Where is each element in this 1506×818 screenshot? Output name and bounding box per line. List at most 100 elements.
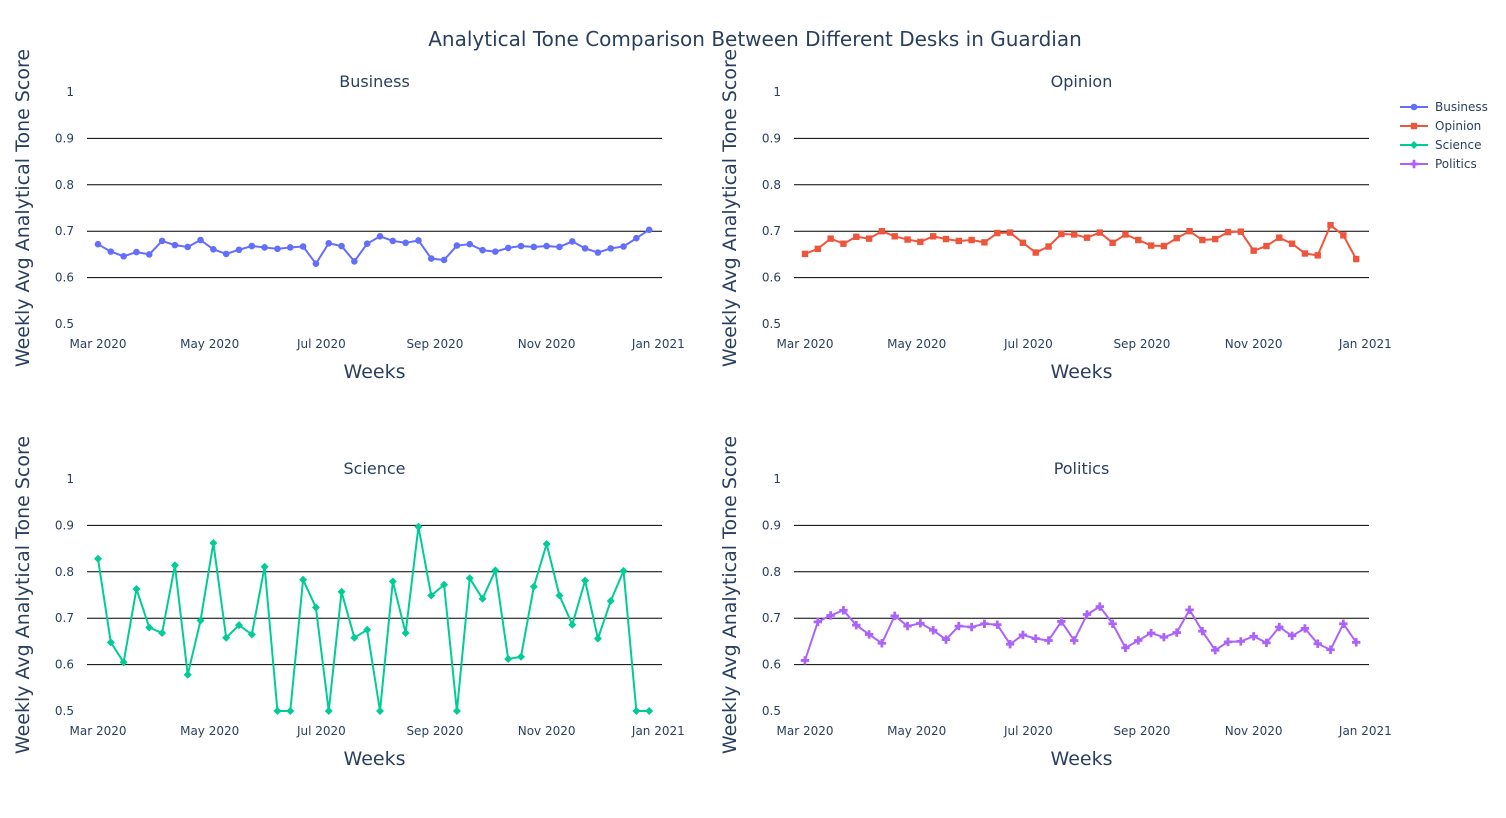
data-point-science[interactable] [568,620,577,629]
data-point-science[interactable] [619,566,628,575]
data-point-science[interactable] [183,670,192,679]
data-point-politics[interactable] [864,630,874,639]
data-point-science[interactable] [93,554,102,563]
data-point-business[interactable] [338,242,345,250]
data-point-opinion[interactable] [1276,234,1283,241]
data-point-business[interactable] [351,258,358,265]
data-point-business[interactable] [325,239,333,247]
series-line-science[interactable] [96,525,650,712]
data-point-politics[interactable] [877,639,887,648]
data-point-science[interactable] [516,652,525,661]
data-point-science[interactable] [593,634,602,643]
data-point-business[interactable] [620,243,627,250]
data-point-politics[interactable] [1287,631,1297,641]
legend-item-opinion[interactable]: Opinion [1400,119,1481,133]
data-point-opinion[interactable] [1263,242,1270,250]
data-point-science[interactable] [209,539,218,548]
data-point-business[interactable] [517,242,525,250]
data-point-politics[interactable] [928,626,938,635]
data-point-opinion[interactable] [1237,228,1245,235]
data-point-business[interactable] [107,248,115,255]
data-point-politics[interactable] [1057,617,1066,626]
data-point-business[interactable] [581,245,589,252]
data-point-opinion[interactable] [1083,234,1091,241]
data-point-opinion[interactable] [1352,255,1360,263]
data-point-opinion[interactable] [840,240,847,247]
data-point-science[interactable] [222,633,231,642]
data-point-politics[interactable] [813,617,823,627]
series-line-opinion[interactable] [804,224,1358,260]
data-point-business[interactable] [440,256,448,264]
data-point-business[interactable] [427,255,435,262]
data-point-politics[interactable] [1031,634,1040,643]
data-point-science[interactable] [401,629,410,638]
data-point-opinion[interactable] [1173,234,1180,242]
data-point-opinion[interactable] [1301,250,1309,257]
data-point-opinion[interactable] [955,237,963,245]
data-point-opinion[interactable] [1327,221,1334,229]
data-point-opinion[interactable] [1045,243,1052,250]
data-point-science[interactable] [119,658,128,667]
data-point-opinion[interactable] [981,239,988,246]
data-point-politics[interactable] [1095,602,1105,611]
data-point-science[interactable] [388,577,397,586]
data-point-business[interactable] [145,251,153,258]
data-point-politics[interactable] [1172,628,1181,637]
data-point-politics[interactable] [980,619,989,628]
data-point-science[interactable] [529,582,538,591]
legend[interactable]: Business Opinion Science Politics [1400,100,1488,171]
data-point-politics[interactable] [916,619,925,628]
data-point-politics[interactable] [1082,610,1092,619]
data-point-science[interactable] [414,522,423,531]
data-point-science[interactable] [542,539,551,548]
data-point-business[interactable] [568,238,576,245]
data-point-politics[interactable] [1005,639,1015,649]
data-point-opinion[interactable] [1032,249,1039,256]
data-point-opinion[interactable] [878,228,886,235]
data-point-business[interactable] [158,237,166,245]
data-point-business[interactable] [363,240,371,248]
data-point-business[interactable] [504,244,512,252]
data-point-opinion[interactable] [1314,252,1321,259]
data-point-opinion[interactable] [1186,228,1193,235]
data-point-science[interactable] [440,580,449,589]
data-point-science[interactable] [350,633,359,642]
data-point-business[interactable] [286,244,294,251]
data-point-science[interactable] [170,561,179,570]
data-point-politics[interactable] [1210,646,1220,655]
data-point-science[interactable] [260,562,269,571]
data-point-opinion[interactable] [891,233,898,240]
data-point-business[interactable] [633,234,640,242]
data-point-science[interactable] [581,576,590,585]
data-point-business[interactable] [197,236,204,244]
data-point-business[interactable] [261,244,268,251]
data-point-politics[interactable] [967,622,976,632]
data-point-business[interactable] [466,240,474,248]
data-point-science[interactable] [606,597,615,606]
data-point-business[interactable] [607,245,615,252]
data-point-politics[interactable] [1313,639,1322,648]
legend-item-science[interactable]: Science [1400,138,1482,152]
data-point-politics[interactable] [1262,638,1271,647]
data-point-science[interactable] [145,623,154,632]
legend-item-business[interactable]: Business [1400,100,1488,114]
data-point-business[interactable] [133,248,140,256]
data-point-opinion[interactable] [1211,235,1219,243]
data-point-science[interactable] [234,621,243,630]
data-point-science[interactable] [375,707,384,715]
series-line-politics[interactable] [804,605,1358,661]
data-point-politics[interactable] [954,621,964,631]
data-point-science[interactable] [196,616,205,625]
data-point-politics[interactable] [1134,636,1143,645]
data-point-opinion[interactable] [1109,239,1116,246]
data-point-opinion[interactable] [968,236,975,244]
data-point-politics[interactable] [826,611,835,620]
data-point-opinion[interactable] [865,235,873,242]
data-point-politics[interactable] [1351,638,1361,647]
data-point-science[interactable] [311,603,320,612]
data-point-politics[interactable] [1121,643,1130,653]
data-point-opinion[interactable] [1199,236,1206,244]
data-point-science[interactable] [132,584,141,593]
data-point-business[interactable] [94,240,102,248]
data-point-politics[interactable] [1198,626,1207,636]
